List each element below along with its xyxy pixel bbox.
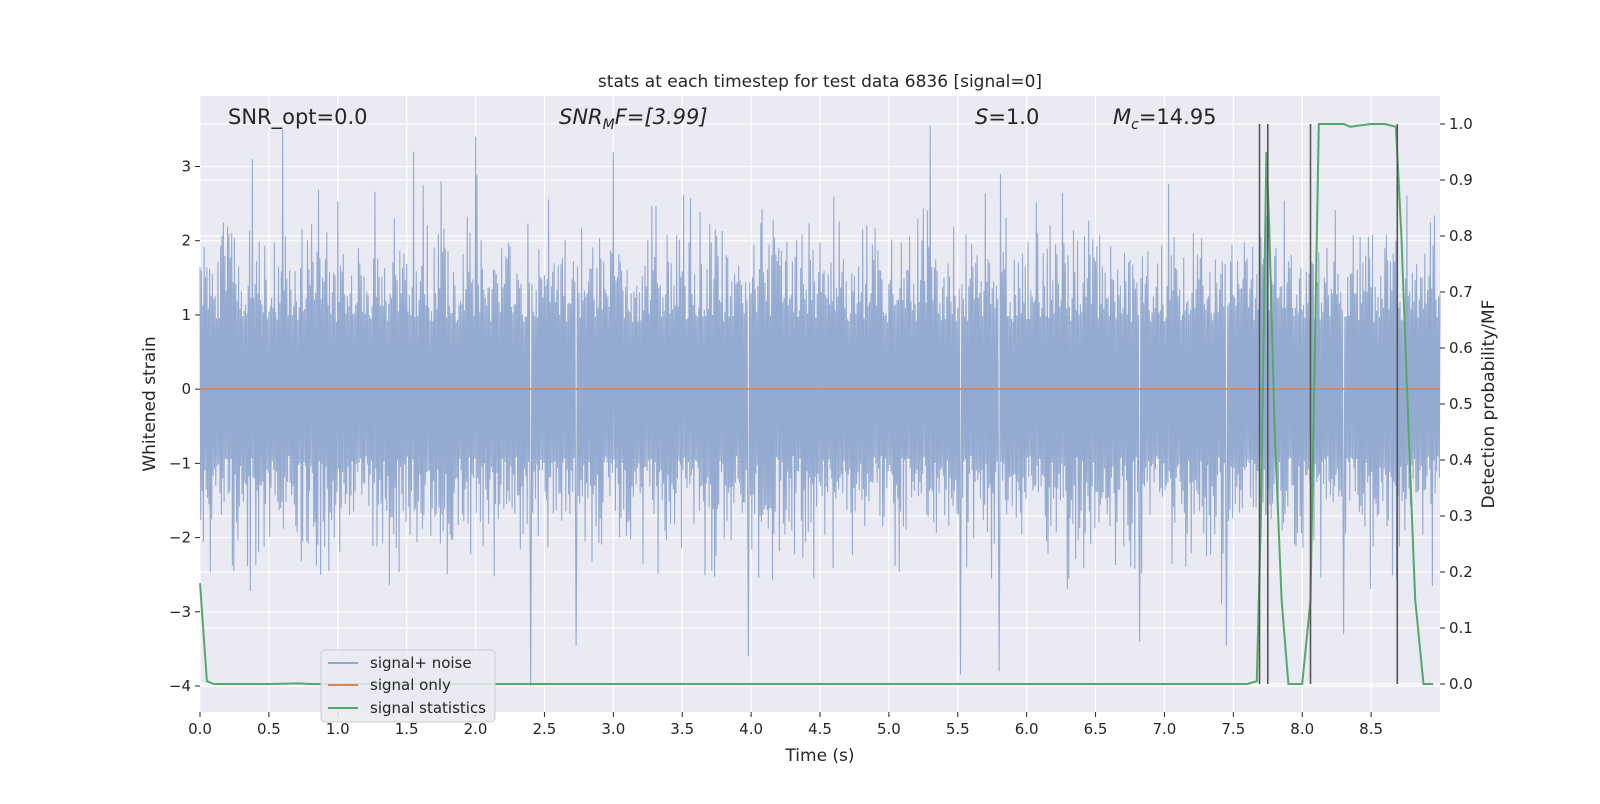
x-tick-label: 4.0 [739, 720, 763, 738]
y-right-tick-label: 0.3 [1449, 507, 1473, 525]
snr-mf-sub: M [603, 117, 615, 133]
y-left-tick-label: 2 [181, 232, 191, 250]
x-tick-label: 3.5 [670, 720, 694, 738]
x-tick-label: 6.5 [1084, 720, 1108, 738]
y-left-tick-label: 3 [181, 158, 191, 176]
x-tick-label: 2.5 [533, 720, 557, 738]
signal-noise-line [199, 125, 1441, 687]
y-right-tick-label: 1.0 [1449, 115, 1473, 133]
x-tick-label: 0.5 [257, 720, 281, 738]
x-axis-label: Time (s) [784, 746, 854, 766]
x-tick-label: 1.0 [326, 720, 350, 738]
x-tick-label: 5.5 [946, 720, 970, 738]
x-tick-label: 2.0 [464, 720, 488, 738]
mc-base: M [1113, 105, 1131, 129]
mc-sub: c [1131, 117, 1139, 133]
y-right-tick-label: 0.1 [1449, 619, 1473, 637]
legend-label-signal: signal only [370, 676, 451, 694]
y-right-tick-label: 0.8 [1449, 227, 1473, 245]
y-axis-left-label: Whitened strain [140, 336, 160, 471]
signal-statistics-line [199, 123, 1434, 685]
s-rest: =1.0 [988, 105, 1039, 129]
y-right-tick-label: 0.5 [1449, 395, 1473, 413]
y-left-tick-label: −4 [169, 677, 191, 695]
x-tick-label: 5.0 [877, 720, 901, 738]
signal-statistics-series [199, 123, 1434, 685]
snr-mf-rest: F=[3.99] [615, 105, 708, 129]
s-base: S [975, 105, 988, 129]
x-tick-label: 3.0 [601, 720, 625, 738]
legend-box [320, 649, 496, 723]
x-tick-label: 6.0 [1015, 720, 1039, 738]
x-tick-label: 7.5 [1221, 720, 1245, 738]
x-tick-label: 8.0 [1290, 720, 1314, 738]
chart-title: stats at each timestep for test data 683… [598, 72, 1042, 92]
x-tick-label: 0.0 [188, 720, 212, 738]
annotation-mc: Mc=14.95 [1113, 105, 1217, 133]
legend-label-noise: signal+ noise [370, 654, 472, 672]
mc-rest: =14.95 [1139, 105, 1217, 129]
y-right-tick-label: 0.6 [1449, 339, 1473, 357]
annotation-s: S=1.0 [975, 105, 1039, 129]
legend: signal+ noise signal only signal statist… [320, 649, 496, 723]
legend-label-statistics: signal statistics [370, 699, 486, 717]
vertical-markers [1258, 124, 1399, 684]
y-right-tick-label: 0.9 [1449, 171, 1473, 189]
x-tick-label: 4.5 [808, 720, 832, 738]
y-left-tick-label: 0 [181, 380, 191, 398]
signal-noise-series [199, 125, 1441, 687]
snr-mf-base: SNR [559, 105, 603, 129]
y-axis-right-label: Detection probability/MF [1479, 300, 1499, 509]
y-left-tick-label: −1 [169, 454, 191, 472]
x-tick-label: 8.5 [1359, 720, 1383, 738]
y-right-tick-label: 0.0 [1449, 675, 1473, 693]
y-right-tick-label: 0.4 [1449, 451, 1473, 469]
annotation-snr-mf: SNRMF=[3.99] [559, 105, 708, 133]
annotation-snr-opt: SNR_opt=0.0 [228, 105, 368, 130]
y-right-tick-label: 0.7 [1449, 283, 1473, 301]
y-left-tick-label: −2 [169, 529, 191, 547]
x-tick-label: 1.5 [395, 720, 419, 738]
tick-labels: 0.0 0.5 1.0 1.5 2.0 2.5 3.0 3.5 4.0 4.5 5.0 5.5 6.0 6… [169, 115, 1473, 738]
y-left-tick-label: 1 [181, 306, 191, 324]
y-right-tick-label: 0.2 [1449, 563, 1473, 581]
y-left-tick-label: −3 [169, 603, 191, 621]
x-tick-label: 7.0 [1153, 720, 1177, 738]
